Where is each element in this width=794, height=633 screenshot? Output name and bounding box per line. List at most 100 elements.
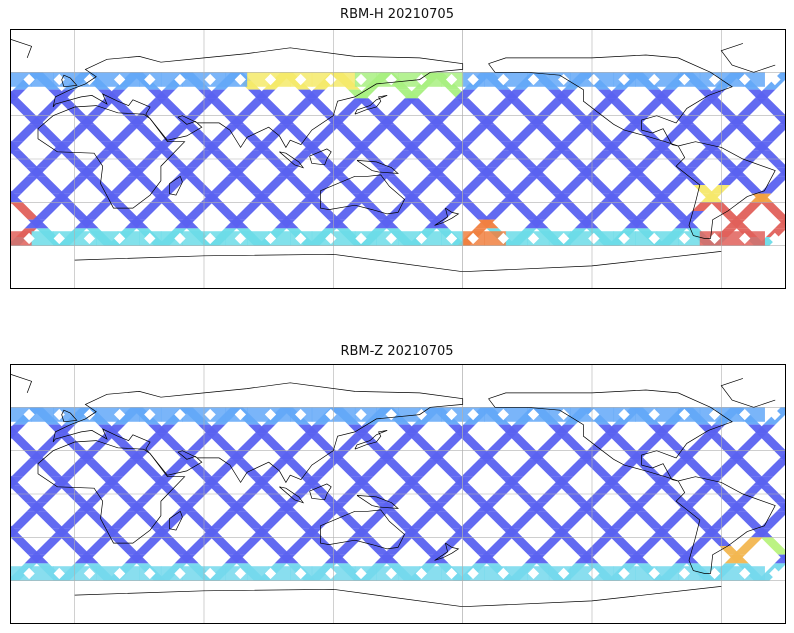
swath-segment [593, 185, 614, 194]
swath-segment [254, 89, 276, 99]
swath-segment [165, 107, 186, 116]
swath-segment [320, 124, 341, 133]
swath-segment [652, 141, 674, 151]
swath-segment [209, 185, 230, 194]
swath-segment [142, 202, 163, 211]
coastline [61, 409, 78, 423]
swath-segment [291, 133, 312, 142]
coastline [488, 389, 733, 482]
swath-band-cell [117, 407, 140, 422]
coastline [320, 509, 405, 550]
swath-segment [358, 150, 380, 159]
swath-segment [141, 133, 162, 142]
swath-band-cell [117, 566, 140, 581]
swath-segment [660, 537, 682, 546]
swath-band-cell [311, 566, 334, 581]
swath-band-cell [311, 407, 334, 422]
swath-segment [624, 554, 646, 564]
swath-segment [183, 546, 204, 555]
swath-segment [437, 107, 458, 116]
swath-segment [504, 424, 526, 434]
swath-segment [770, 459, 786, 468]
swath-band-cell [247, 566, 270, 581]
coverage-gap [678, 408, 691, 421]
swath-segment [734, 511, 756, 520]
swath-segment [111, 468, 132, 477]
swath-segment [652, 476, 674, 486]
swath-band-cell [656, 566, 679, 581]
swath-segment [411, 468, 432, 477]
coverage-gap [739, 408, 751, 421]
swath-band-cell [398, 72, 421, 87]
swath-band-cell [247, 407, 270, 422]
swath-segment [419, 546, 440, 555]
swath-segment [374, 554, 396, 564]
swath-layer [10, 407, 786, 581]
swath-segment [708, 150, 730, 159]
swath-segment [417, 494, 438, 503]
swath-segment [284, 176, 306, 185]
swath-segment [109, 520, 130, 529]
swath-segment [300, 528, 322, 538]
swath-segment [484, 511, 506, 520]
swath-segment [454, 424, 476, 434]
swath-band-cell [505, 566, 528, 581]
swath-segment [659, 520, 680, 529]
swath-segment [476, 167, 498, 177]
swath-segment [715, 442, 736, 451]
swath-segment [494, 150, 515, 159]
swath-segment [493, 520, 514, 529]
swath-segment [568, 511, 589, 520]
swath-segment [717, 494, 738, 503]
swath-segment [600, 528, 622, 538]
swath-band-cell [268, 231, 291, 246]
swath-segment [528, 450, 550, 460]
swath-segment [526, 502, 548, 512]
coverage-gap [618, 408, 630, 421]
swath-segment [437, 442, 458, 451]
swath-segment [550, 528, 572, 538]
swath-segment [420, 124, 441, 133]
swath-segment [743, 520, 764, 529]
swath-segment [92, 202, 113, 211]
swath-segment [442, 202, 463, 211]
swath-segment [491, 468, 512, 477]
swath-segment [560, 202, 582, 211]
coverage-gap [264, 232, 277, 245]
swath-segment [309, 520, 330, 529]
swath-segment [435, 159, 456, 168]
coverage-gap [264, 408, 277, 421]
swath-segment [65, 442, 86, 451]
swath-segment [211, 133, 232, 142]
swath-segment [143, 185, 164, 194]
swath-segment [600, 193, 622, 203]
swath-segment [654, 424, 676, 434]
swath-segment [284, 511, 306, 520]
swath-band-cell [268, 407, 291, 422]
swath-segment [720, 124, 741, 133]
swath-band-cell [484, 566, 507, 581]
swath-band-cell [505, 407, 528, 422]
swath-segment [258, 150, 280, 159]
coverage-gap [648, 408, 660, 421]
swath-segment [37, 107, 58, 116]
swath-segment [383, 546, 404, 555]
swath-segment [519, 546, 540, 555]
swath-segment [41, 133, 62, 142]
swath-segment [461, 468, 482, 477]
swath-segment [396, 98, 417, 107]
swath-segment [91, 133, 112, 142]
swath-segment [578, 115, 600, 125]
swath-segment [619, 546, 640, 555]
swath-segment [143, 520, 164, 529]
swath-segment [269, 211, 290, 220]
swath-segment [124, 219, 146, 229]
swath-band-cell [182, 231, 205, 246]
swath-segment [326, 502, 348, 512]
swath-segment [158, 150, 180, 159]
swath-segment [10, 193, 22, 203]
swath-segment [700, 528, 722, 538]
coastline [720, 43, 754, 73]
swath-segment [170, 124, 191, 133]
swath-segment [546, 98, 567, 107]
